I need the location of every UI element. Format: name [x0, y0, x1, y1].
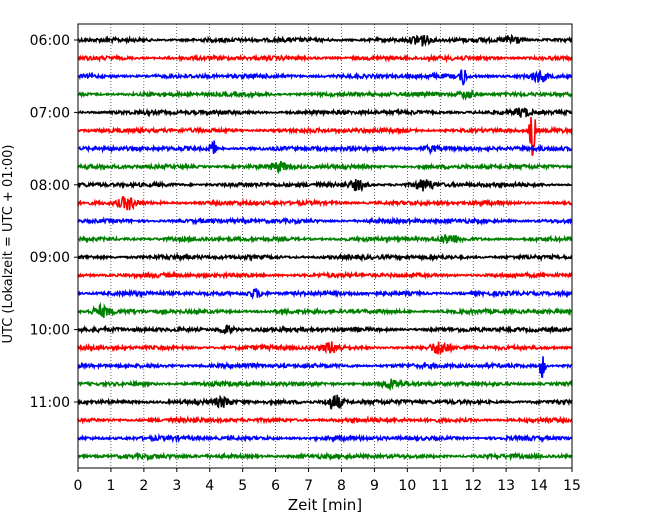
seismic-trace	[77, 251, 573, 263]
x-tick-label: 11	[431, 478, 449, 494]
grid-lines	[110, 24, 540, 468]
seismic-trace	[77, 356, 572, 379]
seismic-trace	[77, 195, 572, 211]
x-tick-label: 14	[530, 478, 548, 494]
x-tick-label: 5	[238, 478, 247, 494]
seismic-trace	[77, 432, 573, 444]
x-tick-label: 12	[464, 478, 482, 494]
x-tick-label: 3	[172, 478, 181, 494]
x-axis-ticks: 0 1 2 3 4 5 6 7 8 9 10 11 12 13 14 15	[74, 468, 581, 494]
seismic-trace	[77, 140, 573, 156]
seismic-trace	[77, 394, 573, 410]
x-tick-label: 1	[106, 478, 115, 494]
seismic-trace	[77, 179, 572, 193]
seismic-trace	[77, 287, 573, 300]
seismic-trace	[77, 341, 573, 356]
seismic-trace	[77, 270, 573, 281]
plot-frame	[77, 23, 573, 469]
seismic-trace	[77, 301, 573, 319]
seismic-trace	[77, 234, 573, 245]
seismic-trace	[77, 160, 573, 175]
y-tick-label: 10:00	[30, 323, 70, 339]
x-tick-label: 15	[563, 478, 581, 494]
y-tick-label: 08:00	[30, 178, 70, 194]
x-tick-label: 4	[205, 478, 214, 494]
x-tick-label: 13	[497, 478, 515, 494]
x-tick-label: 8	[337, 478, 346, 494]
x-tick-label: 9	[370, 478, 379, 494]
x-tick-label: 7	[304, 478, 313, 494]
seismic-trace	[77, 451, 572, 462]
seismic-trace	[77, 324, 573, 336]
y-tick-label: 11:00	[30, 395, 70, 411]
seismic-trace	[77, 106, 573, 118]
seismic-trace	[77, 415, 573, 425]
seismic-trace	[77, 69, 573, 86]
seismic-traces	[77, 33, 573, 462]
y-tick-label: 06:00	[30, 33, 70, 49]
x-tick-label: 2	[139, 478, 148, 494]
seismic-trace	[77, 33, 573, 47]
seismic-trace	[77, 216, 573, 226]
seismic-trace	[77, 53, 573, 64]
seismic-trace	[77, 378, 573, 392]
x-axis-label: Zeit [min]	[288, 496, 362, 514]
y-axis-ticks: 06:00 07:00 08:00 09:00 10:00 11:00	[30, 33, 78, 411]
x-tick-label: 0	[74, 478, 83, 494]
seismic-trace	[77, 88, 573, 101]
y-tick-label: 07:00	[30, 105, 70, 121]
y-tick-label: 09:00	[30, 250, 70, 266]
seismic-trace	[77, 117, 573, 156]
y-axis-label: UTC (Lokalzeit = UTC + 01:00)	[1, 145, 16, 344]
x-tick-label: 6	[271, 478, 280, 494]
x-tick-label: 10	[398, 478, 416, 494]
